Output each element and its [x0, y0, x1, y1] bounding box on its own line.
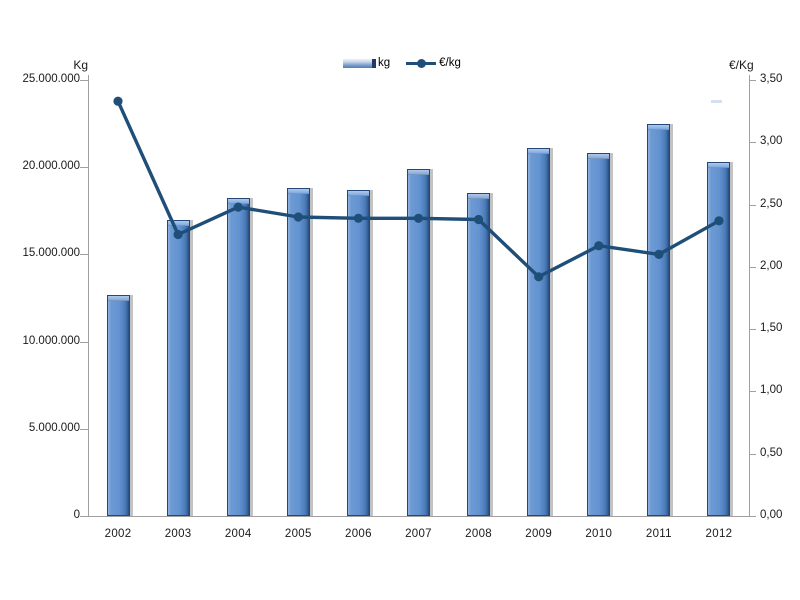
- right-axis-line: [749, 75, 750, 516]
- x-axis-label-2004: 2004: [224, 528, 252, 540]
- right-axis-tick: [749, 80, 756, 81]
- x-axis-label-2011: 2011: [645, 528, 672, 540]
- right-axis-tick-label: 2,50: [760, 197, 783, 210]
- x-axis-line: [88, 516, 750, 517]
- line-marker-2010: [594, 241, 604, 251]
- legend-label-kg: kg: [378, 57, 391, 69]
- line-marker-2004: [233, 202, 243, 212]
- left-axis-tick: [80, 80, 88, 81]
- right-axis-tick: [749, 266, 756, 268]
- bar-2008: [467, 193, 491, 516]
- right-axis-tick-label: 1,50: [760, 322, 783, 335]
- line-marker-2007: [413, 213, 424, 223]
- bar-2010: [587, 153, 611, 516]
- right-axis-tick: [749, 391, 756, 393]
- bar-cap: [167, 220, 189, 226]
- bar-cap: [588, 154, 610, 160]
- left-axis-tick-label: 25.000.000: [22, 73, 80, 85]
- x-axis-label-2007: 2007: [405, 528, 432, 540]
- line-marker-2011: [654, 249, 664, 259]
- x-axis-label-2005: 2005: [284, 528, 312, 540]
- left-axis-tick: [80, 516, 88, 517]
- line-marker-2008: [474, 214, 484, 225]
- bar-cap: [708, 162, 730, 168]
- right-axis-tick-label: 1,00: [760, 384, 783, 397]
- left-axis-line: [88, 75, 89, 516]
- x-axis-label-2010: 2010: [585, 528, 613, 540]
- line-marker-2003: [173, 229, 183, 240]
- line-path: [116, 100, 720, 279]
- bar-2009: [527, 148, 551, 516]
- x-axis-label-2012: 2012: [705, 528, 733, 540]
- bar-cap: [648, 124, 670, 130]
- line-marker-2009: [534, 272, 544, 282]
- bar-cap: [408, 169, 429, 175]
- left-axis-tick: [80, 428, 88, 430]
- right-axis-tick: [749, 204, 756, 206]
- bar-2011: [647, 123, 671, 516]
- faint-artifact-dash: [711, 100, 722, 103]
- bar-swatch-icon: [343, 58, 376, 68]
- plot-area: [88, 80, 749, 516]
- right-axis-tick: [749, 142, 756, 144]
- x-axis-label-2003: 2003: [164, 528, 192, 540]
- legend-item-kg: kg: [343, 57, 390, 69]
- line-marker-2002: [113, 96, 123, 106]
- line-marker-2006: [353, 213, 363, 223]
- right-axis-tick-label: 0,00: [760, 509, 783, 521]
- left-axis-tick-label: 15.000.000: [22, 247, 80, 260]
- x-axis-label-2006: 2006: [345, 528, 372, 540]
- bar-cap: [528, 149, 550, 155]
- right-axis-tick: [749, 329, 756, 331]
- legend: kg €/kg: [343, 57, 461, 69]
- right-axis-tick: [749, 453, 756, 455]
- right-axis-tick-label: 3,50: [760, 73, 783, 85]
- bar-cap: [287, 189, 309, 195]
- x-axis-label-2009: 2009: [525, 528, 553, 540]
- right-axis-tick-label: 2,00: [760, 259, 783, 272]
- left-axis-tick: [80, 254, 88, 256]
- bar-cap: [107, 295, 129, 301]
- left-axis-tick: [80, 167, 88, 169]
- x-axis-label-2008: 2008: [465, 528, 492, 540]
- left-axis-tick-label: 20.000.000: [22, 160, 80, 173]
- bar-2003: [166, 219, 190, 516]
- bar-2007: [407, 168, 430, 516]
- line-marker-2012: [714, 216, 724, 226]
- line-marker-icon: [406, 58, 437, 68]
- bar-cap: [468, 194, 490, 200]
- x-axis-label-2002: 2002: [104, 528, 132, 540]
- bar-2006: [346, 189, 370, 516]
- left-axis-tick: [80, 341, 88, 343]
- right-axis-title: €/Kg: [729, 58, 754, 72]
- left-axis-tick-label: 0: [73, 509, 80, 521]
- line-marker-2005: [293, 212, 303, 222]
- bar-2012: [707, 161, 731, 516]
- eur-per-kg-line: [113, 96, 724, 282]
- left-axis-tick-label: 10.000.000: [22, 334, 80, 347]
- legend-item-eur-per-kg: €/kg: [406, 57, 461, 69]
- bar-2004: [226, 197, 250, 516]
- left-axis-tick-label: 5.000.000: [28, 421, 80, 434]
- right-axis-tick-label: 3,00: [760, 135, 783, 148]
- legend-label-eur-per-kg: €/kg: [439, 57, 461, 69]
- bar-cap: [347, 190, 369, 196]
- right-axis-tick-label: 0,50: [760, 446, 783, 459]
- right-axis-tick: [749, 516, 756, 517]
- bar-2002: [106, 294, 130, 516]
- left-axis-title: Kg: [73, 58, 88, 72]
- bar-2005: [286, 188, 310, 516]
